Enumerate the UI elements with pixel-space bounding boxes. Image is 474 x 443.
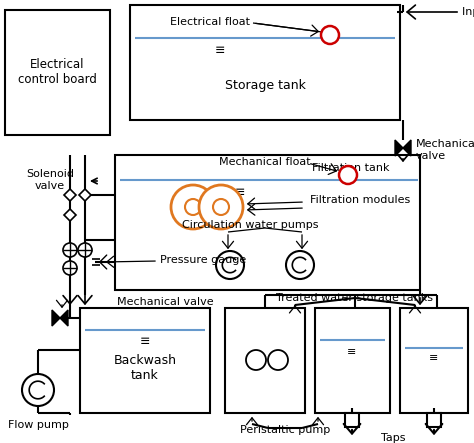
Bar bbox=[427, 413, 441, 427]
Polygon shape bbox=[64, 209, 76, 221]
Polygon shape bbox=[64, 189, 76, 201]
Text: Peristaltic pump: Peristaltic pump bbox=[240, 425, 330, 435]
Text: Treated water storage tanks: Treated water storage tanks bbox=[276, 293, 434, 303]
Text: ≡: ≡ bbox=[215, 43, 225, 57]
Text: Electrical
control board: Electrical control board bbox=[18, 58, 96, 86]
Polygon shape bbox=[79, 189, 91, 201]
Text: Backwash
tank: Backwash tank bbox=[113, 354, 176, 382]
Text: Mechanical valve: Mechanical valve bbox=[117, 297, 213, 307]
Circle shape bbox=[268, 350, 288, 370]
Circle shape bbox=[321, 26, 339, 44]
Circle shape bbox=[185, 199, 201, 215]
Bar bbox=[315, 308, 390, 413]
Circle shape bbox=[63, 243, 77, 257]
Bar bbox=[5, 10, 110, 135]
Bar bbox=[115, 155, 420, 290]
Bar bbox=[400, 308, 468, 413]
Text: Filtration modules: Filtration modules bbox=[310, 195, 410, 205]
Circle shape bbox=[246, 350, 266, 370]
Text: Input flow: Input flow bbox=[462, 7, 474, 17]
Text: ≡: ≡ bbox=[429, 353, 439, 363]
Text: Mechanical float: Mechanical float bbox=[219, 157, 311, 167]
Text: Mechanical
valve: Mechanical valve bbox=[416, 139, 474, 161]
Bar bbox=[80, 308, 210, 413]
Bar bbox=[345, 413, 359, 427]
Text: Electrical float: Electrical float bbox=[170, 17, 250, 27]
Circle shape bbox=[22, 374, 54, 406]
Circle shape bbox=[339, 166, 357, 184]
Circle shape bbox=[171, 185, 215, 229]
Text: ≡: ≡ bbox=[235, 186, 245, 198]
Text: Flow pump: Flow pump bbox=[8, 420, 68, 430]
Circle shape bbox=[78, 243, 92, 257]
Text: Filtration tank: Filtration tank bbox=[312, 163, 390, 173]
Circle shape bbox=[286, 251, 314, 279]
Text: Taps: Taps bbox=[381, 433, 405, 443]
Polygon shape bbox=[403, 140, 411, 156]
Text: Circulation water pumps: Circulation water pumps bbox=[182, 220, 318, 230]
Text: Solenoid
valve: Solenoid valve bbox=[26, 169, 74, 191]
Polygon shape bbox=[395, 140, 403, 156]
Circle shape bbox=[216, 251, 244, 279]
Text: Storage tank: Storage tank bbox=[225, 78, 305, 92]
Text: Pressure gauge: Pressure gauge bbox=[160, 255, 246, 265]
Text: ≡: ≡ bbox=[347, 347, 357, 357]
Circle shape bbox=[63, 261, 77, 275]
Circle shape bbox=[213, 199, 229, 215]
Circle shape bbox=[199, 185, 243, 229]
Polygon shape bbox=[60, 310, 68, 326]
Text: ≡: ≡ bbox=[140, 335, 150, 349]
Bar bbox=[225, 308, 305, 413]
Polygon shape bbox=[52, 310, 60, 326]
Bar bbox=[130, 5, 400, 120]
